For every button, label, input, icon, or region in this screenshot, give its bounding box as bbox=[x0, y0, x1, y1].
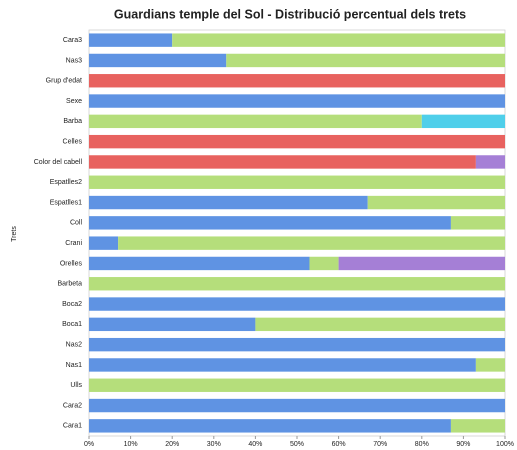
y-tick-label: Barba bbox=[63, 118, 82, 125]
bar-segment bbox=[89, 297, 505, 311]
bar-segment bbox=[89, 94, 505, 108]
x-tick-label: 50% bbox=[290, 441, 304, 448]
bar-segment bbox=[450, 216, 505, 230]
y-tick-label: Coll bbox=[70, 220, 83, 227]
bar-segment bbox=[255, 317, 505, 332]
bar-segment bbox=[89, 256, 310, 271]
bar-segment bbox=[89, 277, 505, 291]
x-tick-label: 10% bbox=[124, 441, 138, 448]
bar-segment bbox=[89, 216, 451, 230]
bar-segment bbox=[367, 195, 505, 210]
bar-segment bbox=[89, 236, 119, 250]
y-tick-label: Ulls bbox=[70, 382, 82, 389]
bar-segment bbox=[450, 419, 505, 433]
y-tick-label: Orelles bbox=[60, 260, 83, 267]
y-tick-label: Crani bbox=[65, 240, 82, 247]
bar-segment bbox=[309, 256, 339, 271]
bar-segment bbox=[89, 134, 505, 149]
y-tick-label: Color del cabell bbox=[34, 159, 83, 166]
chart-title: Guardians temple del Sol - Distribució p… bbox=[114, 7, 466, 21]
y-tick-label: Sexe bbox=[66, 98, 82, 105]
bar-segment bbox=[89, 74, 505, 88]
y-tick-label: Cara1 bbox=[63, 423, 82, 430]
y-tick-label: Cara2 bbox=[63, 402, 82, 409]
x-tick-label: 80% bbox=[415, 441, 429, 448]
x-tick-label: 60% bbox=[332, 441, 346, 448]
bar-segment bbox=[89, 175, 505, 189]
x-tick-label: 30% bbox=[207, 441, 221, 448]
y-tick-label: Nas2 bbox=[66, 341, 82, 348]
y-tick-label: Boca1 bbox=[62, 321, 82, 328]
y-tick-label: Barbeta bbox=[57, 281, 82, 288]
bar-segment bbox=[89, 317, 256, 332]
bar-segment bbox=[338, 256, 505, 271]
x-tick-label: 20% bbox=[165, 441, 179, 448]
bar-segment bbox=[89, 33, 173, 47]
y-tick-label: Cara3 bbox=[63, 37, 82, 44]
bar-segment bbox=[89, 195, 368, 210]
bar-segment bbox=[421, 114, 505, 129]
x-tick-label: 100% bbox=[496, 441, 514, 448]
bar-segment bbox=[475, 155, 505, 169]
bar-segment bbox=[89, 378, 505, 392]
bar-segment bbox=[89, 398, 505, 413]
y-tick-label: Espatlles2 bbox=[50, 179, 82, 186]
plot-frame bbox=[88, 29, 506, 437]
bar-segment bbox=[118, 236, 506, 250]
y-axis-label: Trets bbox=[11, 226, 18, 242]
bar-segment bbox=[89, 419, 451, 433]
x-tick-label: 70% bbox=[373, 441, 387, 448]
y-tick-label: Nas3 bbox=[66, 57, 82, 64]
x-tick-label: 0% bbox=[84, 441, 94, 448]
bar-segment bbox=[89, 337, 505, 352]
bar-segment bbox=[89, 53, 227, 68]
y-tick-label: Boca2 bbox=[62, 301, 82, 308]
bar-segment bbox=[89, 114, 422, 129]
y-tick-label: Celles bbox=[63, 138, 83, 145]
x-tick-label: 90% bbox=[456, 441, 470, 448]
y-tick-label: Espatlles1 bbox=[50, 199, 82, 206]
bar-segment bbox=[172, 33, 505, 47]
x-tick-label: 40% bbox=[248, 441, 262, 448]
bar-segment bbox=[89, 358, 476, 372]
y-tick-label: Grup d'edat bbox=[46, 78, 82, 85]
bar-segment bbox=[226, 53, 505, 68]
y-tick-label: Nas1 bbox=[66, 362, 82, 369]
bar-segment bbox=[475, 358, 505, 372]
bar-segment bbox=[89, 155, 476, 169]
